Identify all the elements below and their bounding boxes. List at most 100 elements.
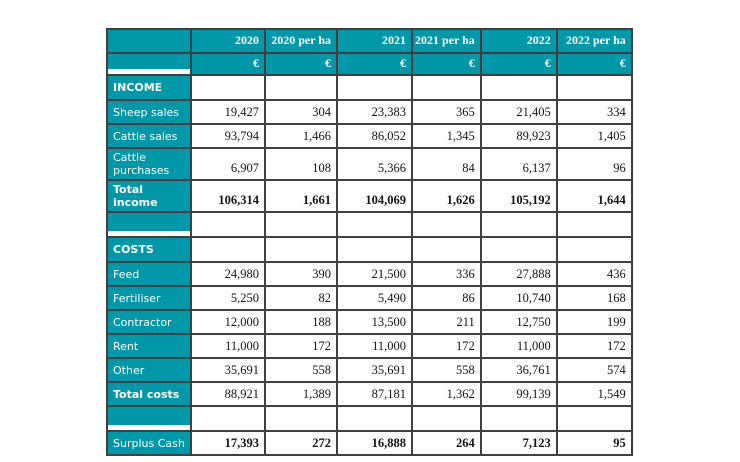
value-cell: 1,549 <box>555 381 633 407</box>
value-cell <box>190 405 266 432</box>
value-cell: 23,383 <box>336 99 413 125</box>
row-label-cell: Total costs <box>106 381 192 407</box>
row-label-cell: Sheep sales <box>106 99 192 125</box>
value-cell: 172 <box>264 333 338 359</box>
value-cell: 89,923 <box>479 123 558 149</box>
row-label-cell: Contractor <box>106 309 192 335</box>
row-label-cell: Total income <box>106 179 192 213</box>
value-cell: 558 <box>411 357 482 383</box>
value-cell: 1,405 <box>555 123 633 149</box>
value-cell: 272 <box>264 430 338 456</box>
value-cell: 1,644 <box>555 179 633 213</box>
row-label-cell <box>106 211 192 238</box>
table-row-surplus-cash: Surplus Cash 17,393 272 16,888 264 7,123 95 <box>106 430 633 456</box>
income-costs-table: 2020 2020 per ha 2021 2021 per ha 2022 2022 p… <box>106 28 633 456</box>
value-cell <box>411 74 482 101</box>
table-row-total-costs: Total costs 88,921 1,389 87,181 1,362 99,139 1… <box>106 381 633 407</box>
value-cell: 105,192 <box>479 179 558 213</box>
value-cell: 7,123 <box>479 430 558 456</box>
value-cell: 21,500 <box>336 261 413 287</box>
value-cell <box>264 236 338 263</box>
row-label-cell: Cattle purchases <box>106 147 192 181</box>
value-cell: 19,427 <box>190 99 266 125</box>
value-cell: 1,389 <box>264 381 338 407</box>
value-cell: 172 <box>555 333 633 359</box>
value-cell <box>190 211 266 238</box>
value-cell: 5,490 <box>336 285 413 311</box>
value-cell: 390 <box>264 261 338 287</box>
value-cell: 334 <box>555 99 633 125</box>
table-row-separator-15 <box>106 405 633 432</box>
value-cell <box>479 405 558 432</box>
value-cell: 211 <box>411 309 482 335</box>
value-cell <box>264 211 338 238</box>
value-cell: 336 <box>411 261 482 287</box>
value-cell: 6,137 <box>479 147 558 181</box>
value-cell: € <box>479 52 558 76</box>
value-cell <box>190 236 266 263</box>
table-row-contractor: Contractor 12,000 188 13,500 211 12,750 199 <box>106 309 633 335</box>
value-cell <box>411 236 482 263</box>
value-cell: 11,000 <box>479 333 558 359</box>
value-cell <box>479 236 558 263</box>
value-cell <box>479 74 558 101</box>
value-cell: 10,740 <box>479 285 558 311</box>
value-cell: 93,794 <box>190 123 266 149</box>
value-cell: 304 <box>264 99 338 125</box>
value-cell <box>336 211 413 238</box>
value-cell: 2020 per ha <box>264 28 338 54</box>
row-label-cell: Other <box>106 357 192 383</box>
value-cell: 24,980 <box>190 261 266 287</box>
value-cell: 108 <box>264 147 338 181</box>
value-cell <box>190 74 266 101</box>
value-cell: 5,250 <box>190 285 266 311</box>
value-cell: 1,345 <box>411 123 482 149</box>
table-row-total-income: Total income 106,314 1,661 104,069 1,626 105,… <box>106 179 633 213</box>
value-cell: 436 <box>555 261 633 287</box>
income-costs-table-body: 2020 2020 per ha 2021 2021 per ha 2022 2022 p… <box>106 28 633 456</box>
row-label-cell: Feed <box>106 261 192 287</box>
value-cell: 172 <box>411 333 482 359</box>
value-cell <box>336 236 413 263</box>
value-cell <box>336 74 413 101</box>
value-cell: 188 <box>264 309 338 335</box>
value-cell <box>479 211 558 238</box>
value-cell: 1,661 <box>264 179 338 213</box>
value-cell: 2021 <box>336 28 413 54</box>
value-cell: 365 <box>411 99 482 125</box>
value-cell: 1,362 <box>411 381 482 407</box>
value-cell: 6,907 <box>190 147 266 181</box>
value-cell: 11,000 <box>336 333 413 359</box>
row-label-cell <box>106 52 192 76</box>
value-cell: 2022 <box>479 28 558 54</box>
value-cell: 558 <box>264 357 338 383</box>
table-row-feed: Feed 24,980 390 21,500 336 27,888 436 <box>106 261 633 287</box>
value-cell <box>555 405 633 432</box>
value-cell: 5,366 <box>336 147 413 181</box>
value-cell: € <box>264 52 338 76</box>
table-row-separator-7 <box>106 211 633 238</box>
value-cell: € <box>555 52 633 76</box>
value-cell: 2020 <box>190 28 266 54</box>
value-cell: 16,888 <box>336 430 413 456</box>
value-cell: 86,052 <box>336 123 413 149</box>
value-cell: 2021 per ha <box>411 28 482 54</box>
value-cell: 27,888 <box>479 261 558 287</box>
value-cell <box>555 236 633 263</box>
value-cell: 106,314 <box>190 179 266 213</box>
value-cell <box>264 405 338 432</box>
value-cell: € <box>190 52 266 76</box>
value-cell: 82 <box>264 285 338 311</box>
value-cell: 12,000 <box>190 309 266 335</box>
row-label-cell: Rent <box>106 333 192 359</box>
table-row-units-1: € € € € € € <box>106 52 633 76</box>
value-cell: 95 <box>555 430 633 456</box>
row-label-cell: COSTS <box>106 236 192 263</box>
value-cell: 96 <box>555 147 633 181</box>
table-row-col-headers-0: 2020 2020 per ha 2021 2021 per ha 2022 2022 p… <box>106 28 633 54</box>
value-cell: 1,626 <box>411 179 482 213</box>
value-cell: 104,069 <box>336 179 413 213</box>
table-row-other: Other 35,691 558 35,691 558 36,761 574 <box>106 357 633 383</box>
value-cell <box>264 74 338 101</box>
value-cell: 1,466 <box>264 123 338 149</box>
